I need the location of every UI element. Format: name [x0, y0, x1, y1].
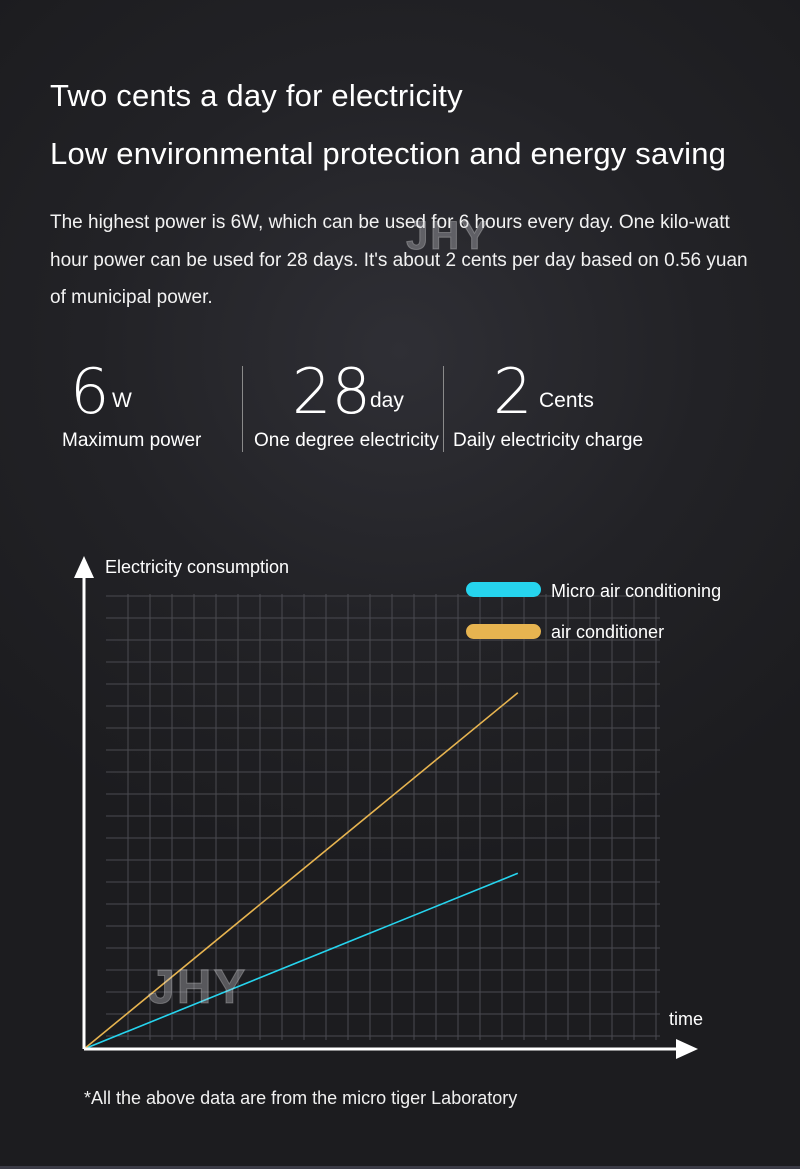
stat-unit: Cents	[539, 389, 594, 412]
stat-label: Daily electricity charge	[453, 430, 644, 451]
stat-value: 28	[292, 355, 371, 428]
page-title: Two cents a day for electricity	[50, 78, 463, 113]
legend-label: Micro air conditioning	[551, 581, 721, 601]
stat-divider	[443, 366, 444, 452]
stat-label: Maximum power	[62, 430, 202, 451]
watermark: JHY	[406, 214, 490, 259]
watermark: JHY	[147, 961, 248, 1015]
y-axis-label: Electricity consumption	[105, 557, 289, 577]
stat-value: 2	[493, 355, 533, 428]
description-text: The highest power is 6W, which can be us…	[50, 212, 748, 308]
legend-label: air conditioner	[551, 622, 664, 642]
stat-value: 6	[70, 355, 110, 428]
bottom-bar	[0, 1166, 800, 1169]
chart-series	[83, 692, 519, 1050]
stat-label: One degree electricity	[254, 430, 439, 451]
stat-divider	[242, 366, 243, 452]
stat-unit: W	[112, 389, 132, 412]
legend-swatch-micro-air-conditioning	[466, 582, 541, 597]
page-subtitle: Low environmental protection and energy …	[50, 136, 727, 171]
series-line-micro-air-conditioning	[83, 872, 519, 1050]
stat-unit: day	[370, 389, 404, 412]
footnote: *All the above data are from the micro t…	[84, 1088, 518, 1108]
y-axis-arrow-icon	[74, 556, 94, 578]
chart-axes	[74, 556, 698, 1059]
chart-legend: Micro air conditioning air conditioner	[466, 581, 721, 642]
x-axis-label: time	[669, 1009, 703, 1029]
x-axis-arrow-icon	[676, 1039, 698, 1059]
series-line-air-conditioner	[83, 692, 519, 1050]
chart-grid	[106, 594, 660, 1040]
legend-swatch-air-conditioner	[466, 624, 541, 639]
